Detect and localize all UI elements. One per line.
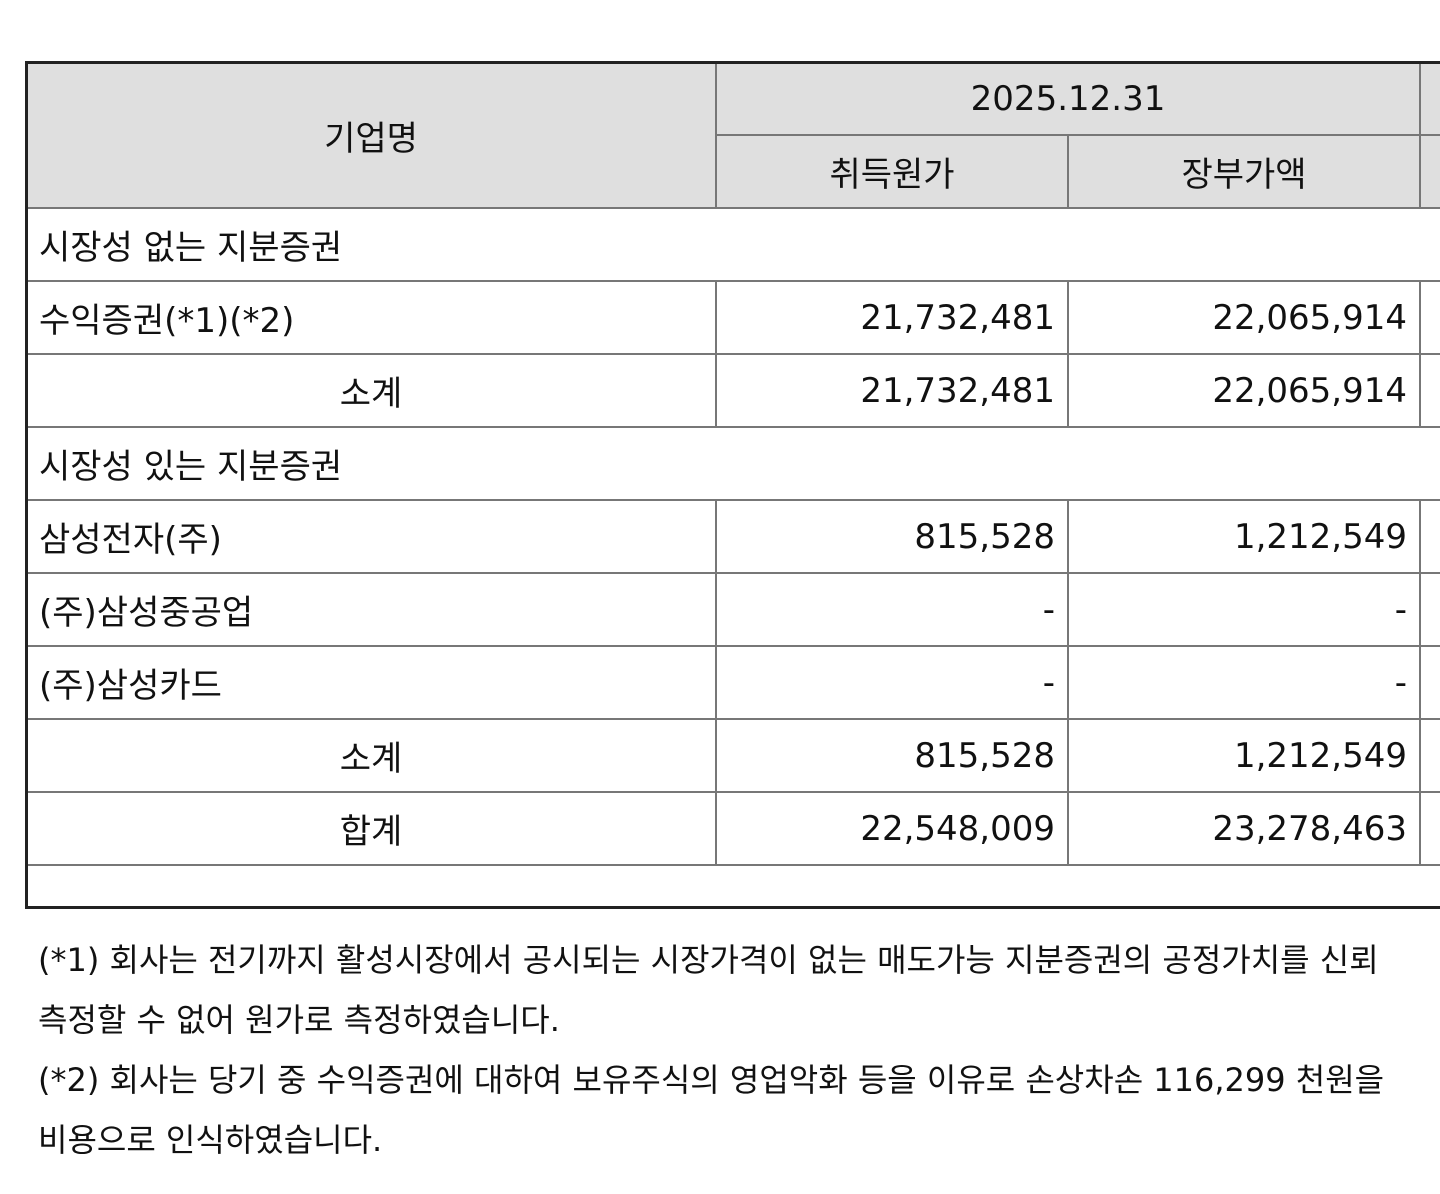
row-acq-cost: - xyxy=(715,572,1069,647)
row-acq-cost: 815,528 xyxy=(715,499,1069,574)
cut-cell xyxy=(1419,353,1440,428)
row-name: (주)삼성중공업 xyxy=(25,572,717,647)
subtotal-acq-cost: 815,528 xyxy=(715,718,1069,793)
table-row: 삼성전자(주) 815,528 1,212,549 xyxy=(25,499,1440,574)
total-book-value: 23,278,463 xyxy=(1066,791,1422,866)
cut-cell xyxy=(1419,718,1440,793)
row-name: 수익증권(*1)(*2) xyxy=(25,280,717,355)
subtotal-row: 소계 815,528 1,212,549 xyxy=(25,718,1440,793)
header-acq-cost: 취득원가 xyxy=(715,134,1069,209)
header-row-2: 취득원가 장부가액 xyxy=(26,134,1440,209)
section-title: 시장성 있는 지분증권 xyxy=(24,426,1440,501)
footnotes: (*1) 회사는 전기까지 활성시장에서 공시되는 시장가격이 없는 매도가능 … xyxy=(38,930,1440,1170)
header-date: 2025.12.31 xyxy=(714,61,1422,136)
row-acq-cost: - xyxy=(715,645,1069,720)
row-book-value: - xyxy=(1066,572,1422,647)
subtotal-row: 소계 21,732,481 22,065,914 xyxy=(25,353,1440,428)
subtotal-book-value: 1,212,549 xyxy=(1066,718,1422,793)
cut-cell xyxy=(1419,791,1440,866)
table-row: (주)삼성카드 - - xyxy=(25,645,1440,720)
securities-table: 기업명 2025.12.31 취득원가 장부가액 시장성 없는 지분증권 수익증… xyxy=(24,61,1440,866)
header-row-1: 기업명 2025.12.31 xyxy=(25,61,1440,209)
header-cut-cell xyxy=(1419,134,1440,209)
cut-cell xyxy=(1419,280,1440,355)
footnote-line: 측정할 수 없어 원가로 측정하였습니다. xyxy=(38,1001,560,1039)
footnote-line: (*1) 회사는 전기까지 활성시장에서 공시되는 시장가격이 없는 매도가능 … xyxy=(38,941,1379,979)
row-book-value: 1,212,549 xyxy=(1066,499,1422,574)
section-title: 시장성 없는 지분증권 xyxy=(24,207,1440,282)
footnote-line: 비용으로 인식하였습니다. xyxy=(38,1121,383,1159)
subtotal-acq-cost: 21,732,481 xyxy=(715,353,1069,428)
table-row: (주)삼성중공업 - - xyxy=(25,572,1440,647)
cut-cell xyxy=(1419,499,1440,574)
header-company: 기업명 xyxy=(25,61,717,209)
section-title-row: 시장성 있는 지분증권 xyxy=(24,426,1440,501)
row-name: (주)삼성카드 xyxy=(25,645,717,720)
cut-cell xyxy=(1419,645,1440,720)
row-book-value: - xyxy=(1066,645,1422,720)
header-book-value: 장부가액 xyxy=(1066,134,1422,209)
cut-cell xyxy=(1419,572,1440,647)
header-cut-cell xyxy=(1419,61,1440,136)
row-book-value: 22,065,914 xyxy=(1066,280,1422,355)
table-row: 수익증권(*1)(*2) 21,732,481 22,065,914 xyxy=(25,280,1440,355)
total-label: 합계 xyxy=(25,791,717,866)
section-title-row: 시장성 없는 지분증권 xyxy=(24,207,1440,282)
row-name: 삼성전자(주) xyxy=(25,499,717,574)
subtotal-label: 소계 xyxy=(25,718,717,793)
row-acq-cost: 21,732,481 xyxy=(715,280,1069,355)
footnote-line: (*2) 회사는 당기 중 수익증권에 대하여 보유주식의 영업악화 등을 이유… xyxy=(38,1061,1385,1099)
total-row: 합계 22,548,009 23,278,463 xyxy=(25,791,1440,866)
subtotal-label: 소계 xyxy=(25,353,717,428)
subtotal-book-value: 22,065,914 xyxy=(1066,353,1422,428)
total-acq-cost: 22,548,009 xyxy=(715,791,1069,866)
